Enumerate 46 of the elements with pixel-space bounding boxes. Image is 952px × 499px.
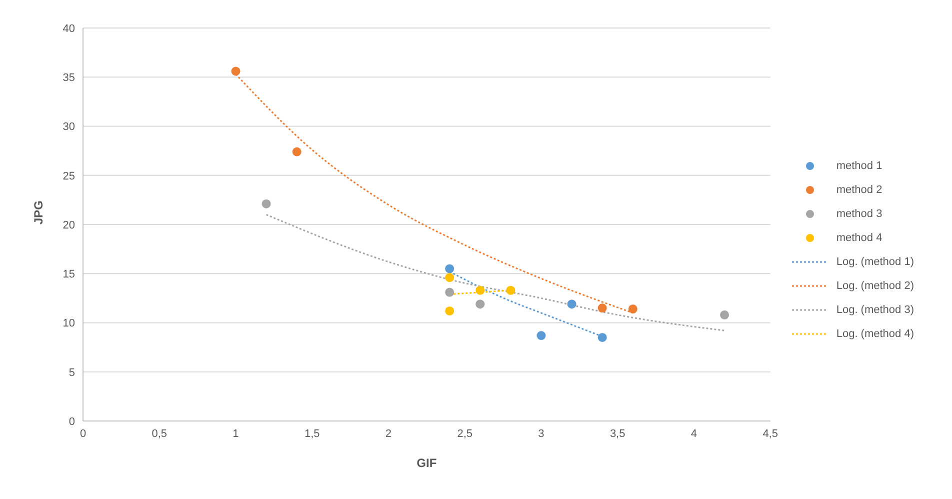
point bbox=[628, 304, 638, 314]
legend-label: Log. (method 4) bbox=[836, 328, 914, 340]
point bbox=[506, 286, 516, 295]
legend-label: method 2 bbox=[836, 184, 882, 196]
legend-label: Log. (method 1) bbox=[836, 256, 914, 268]
point bbox=[445, 273, 454, 282]
y-tick-label: 30 bbox=[62, 121, 75, 134]
y-tick-label: 0 bbox=[68, 416, 75, 428]
point bbox=[262, 199, 271, 208]
x-tick-label: 4,5 bbox=[762, 428, 778, 440]
point bbox=[292, 147, 302, 156]
legend-label: method 4 bbox=[836, 232, 882, 244]
legend-label: method 3 bbox=[836, 208, 882, 220]
point bbox=[598, 304, 607, 313]
x-tick-label: 0 bbox=[80, 428, 86, 440]
point bbox=[536, 331, 546, 340]
x-axis-title: GIF bbox=[416, 456, 437, 470]
x-tick-label: 2 bbox=[385, 428, 392, 440]
point bbox=[476, 300, 485, 309]
y-tick-label: 5 bbox=[68, 366, 75, 379]
point bbox=[445, 306, 454, 316]
y-tick-label: 15 bbox=[62, 268, 75, 281]
legend-label: method 1 bbox=[836, 160, 882, 172]
point bbox=[476, 286, 485, 295]
x-tick-label: 3 bbox=[538, 428, 544, 440]
y-tick-label: 25 bbox=[62, 170, 75, 182]
x-tick-label: 4 bbox=[690, 428, 698, 440]
point bbox=[598, 332, 607, 342]
point bbox=[567, 300, 576, 309]
legend-label: Log. (method 3) bbox=[836, 304, 914, 316]
point bbox=[445, 264, 454, 274]
y-tick-label: 40 bbox=[62, 22, 75, 35]
x-tick-label: 0,5 bbox=[152, 428, 168, 440]
x-tick-label: 1,5 bbox=[304, 428, 320, 440]
legend-label: Log. (method 2) bbox=[836, 280, 914, 292]
x-tick-label: 1 bbox=[232, 428, 239, 440]
x-tick-label: 3,5 bbox=[610, 428, 626, 440]
x-tick-label: 2,5 bbox=[457, 428, 473, 440]
point bbox=[231, 66, 240, 76]
line-series bbox=[266, 214, 726, 332]
y-axis-title: JPG bbox=[31, 200, 46, 224]
y-tick-label: 20 bbox=[62, 219, 75, 232]
y-tick-label: 35 bbox=[62, 72, 75, 84]
point bbox=[445, 288, 454, 297]
point bbox=[720, 310, 730, 320]
y-tick-label: 10 bbox=[62, 318, 75, 330]
